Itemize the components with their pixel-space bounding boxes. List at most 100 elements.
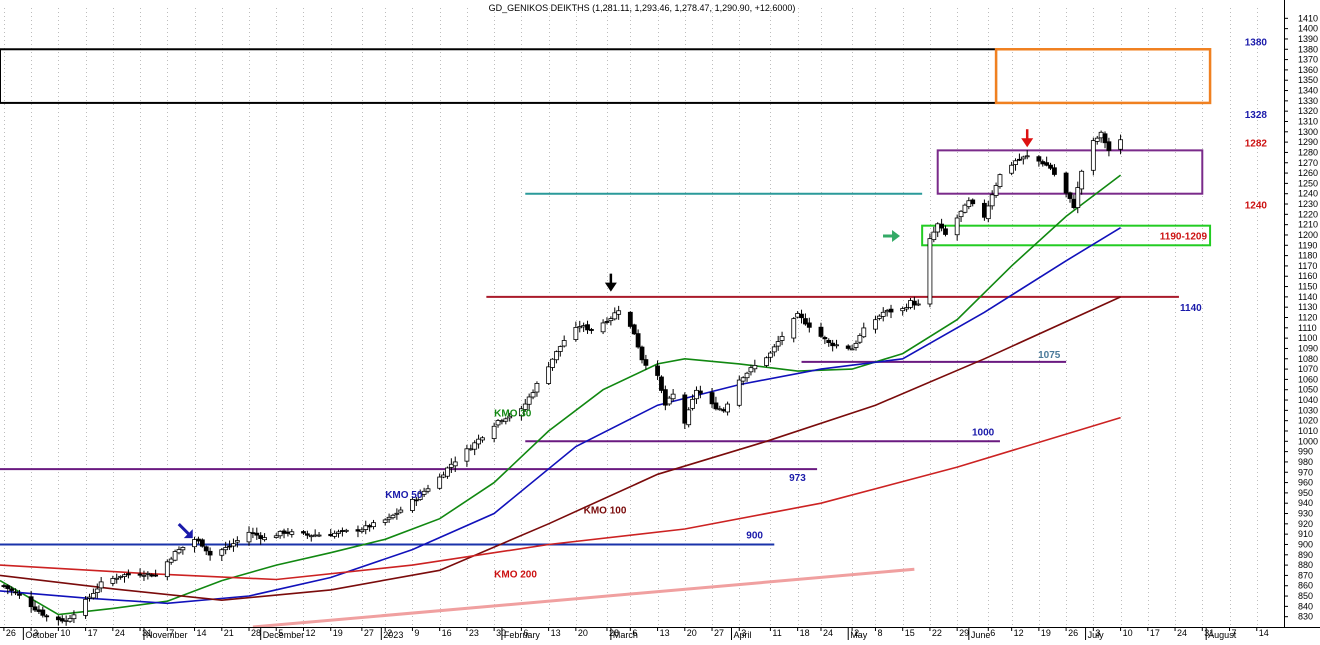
x-tick-label: 24 <box>823 628 833 638</box>
y-tick-label: 990 <box>1298 447 1313 457</box>
y-tick-label: 1230 <box>1298 199 1318 209</box>
y-tick-label: 1400 <box>1298 24 1318 34</box>
candle-body <box>518 408 524 417</box>
y-tick-label: 1360 <box>1298 65 1318 75</box>
x-tick-label: 3 <box>1095 628 1100 638</box>
candle-body <box>382 519 388 523</box>
candle-body <box>791 318 797 339</box>
x-tick-label: 20 <box>578 628 588 638</box>
x-tick-label: 22 <box>932 628 942 638</box>
x-tick-label: 28 <box>609 628 619 638</box>
y-tick-label: 1240 <box>1298 189 1318 199</box>
candle-body <box>289 531 295 535</box>
candle-body <box>612 312 618 320</box>
level-label: 1000 <box>972 427 995 438</box>
moving-average-line <box>0 296 1121 602</box>
candle-body <box>736 379 742 406</box>
candle-body <box>234 540 240 543</box>
candle-body <box>480 437 485 441</box>
candle-body <box>355 529 361 532</box>
level-label: 973 <box>789 473 806 484</box>
y-tick-label: 1300 <box>1298 127 1318 137</box>
candle-body <box>59 618 65 622</box>
x-tick-label: 13 <box>660 628 670 638</box>
candle-body <box>943 228 948 235</box>
candle-body <box>308 535 314 538</box>
y-tick-label: 1270 <box>1298 158 1318 168</box>
candle-body <box>114 577 120 580</box>
candle-body <box>231 543 236 547</box>
x-tick-label: 2 <box>854 628 859 638</box>
y-tick-label: 1140 <box>1298 292 1317 302</box>
zone-box <box>994 48 1212 105</box>
y-tick-label: 1250 <box>1298 178 1318 188</box>
y-tick-label: 1150 <box>1298 282 1317 292</box>
x-month-label: June <box>971 630 991 640</box>
x-tick-label: 19 <box>333 628 343 638</box>
candle-body <box>1 585 7 587</box>
moving-average-line <box>0 416 1121 581</box>
candle-body <box>764 357 769 366</box>
x-month-label: August <box>1208 630 1237 640</box>
candle-body <box>437 476 443 489</box>
annotation-arrow-icon <box>177 523 193 539</box>
candle-body <box>495 420 501 426</box>
candle-body <box>740 377 746 382</box>
x-tick-label: 10 <box>1123 628 1133 638</box>
y-tick-label: 1000 <box>1298 436 1318 446</box>
y-tick-label: 1350 <box>1298 75 1318 85</box>
candle-body <box>417 492 423 500</box>
candle-body <box>857 335 863 343</box>
candle-body <box>1106 141 1112 151</box>
candle-body <box>1020 156 1026 160</box>
x-tick-label: 15 <box>905 628 915 638</box>
candle-body <box>655 365 660 376</box>
x-tick-label: 3 <box>33 628 38 638</box>
candle-body <box>40 609 46 616</box>
candle-body <box>137 573 143 576</box>
level-label: 1140 <box>1180 303 1202 314</box>
candles <box>1 130 1123 626</box>
candle-body <box>285 531 291 534</box>
candle-body <box>1079 170 1085 190</box>
y-tick-label: 840 <box>1298 601 1313 611</box>
candle-body <box>694 389 699 400</box>
candle-body <box>339 530 345 532</box>
candle-body <box>386 516 392 520</box>
candle-body <box>666 397 672 405</box>
candle-body <box>141 574 147 577</box>
arrow-head <box>604 282 617 292</box>
candle-body <box>445 467 450 477</box>
y-tick-label: 1090 <box>1298 343 1318 353</box>
candle-body <box>203 546 209 552</box>
moving-average-label: KMO 30 <box>494 409 532 420</box>
y-tick-label: 1040 <box>1298 395 1318 405</box>
candle-body <box>643 359 649 366</box>
candle-body <box>744 372 750 379</box>
y-tick-label: 1070 <box>1298 364 1318 374</box>
candle-body <box>600 322 606 333</box>
x-tick-label: 17 <box>1150 628 1160 638</box>
candle-body <box>87 596 92 599</box>
candle-body <box>589 329 594 331</box>
candle-body <box>336 531 341 534</box>
candle-body <box>17 593 22 596</box>
x-tick-label: 20 <box>687 628 697 638</box>
candle-body <box>752 365 758 370</box>
candle-body <box>709 392 715 405</box>
candle-body <box>1048 164 1053 169</box>
candle-body <box>546 366 552 384</box>
candle-body <box>312 534 318 537</box>
candle-body <box>277 531 283 537</box>
price-label: 1282 <box>1245 138 1268 149</box>
candle-body <box>36 609 42 612</box>
candle-body <box>748 367 754 373</box>
x-tick-label: 3 <box>741 628 746 638</box>
candle-body <box>1118 139 1123 150</box>
x-month-label: December <box>263 630 305 640</box>
candle-body <box>32 606 38 611</box>
candle-body <box>67 617 73 622</box>
y-tick-label: 1050 <box>1298 385 1318 395</box>
candle-body <box>554 351 559 361</box>
